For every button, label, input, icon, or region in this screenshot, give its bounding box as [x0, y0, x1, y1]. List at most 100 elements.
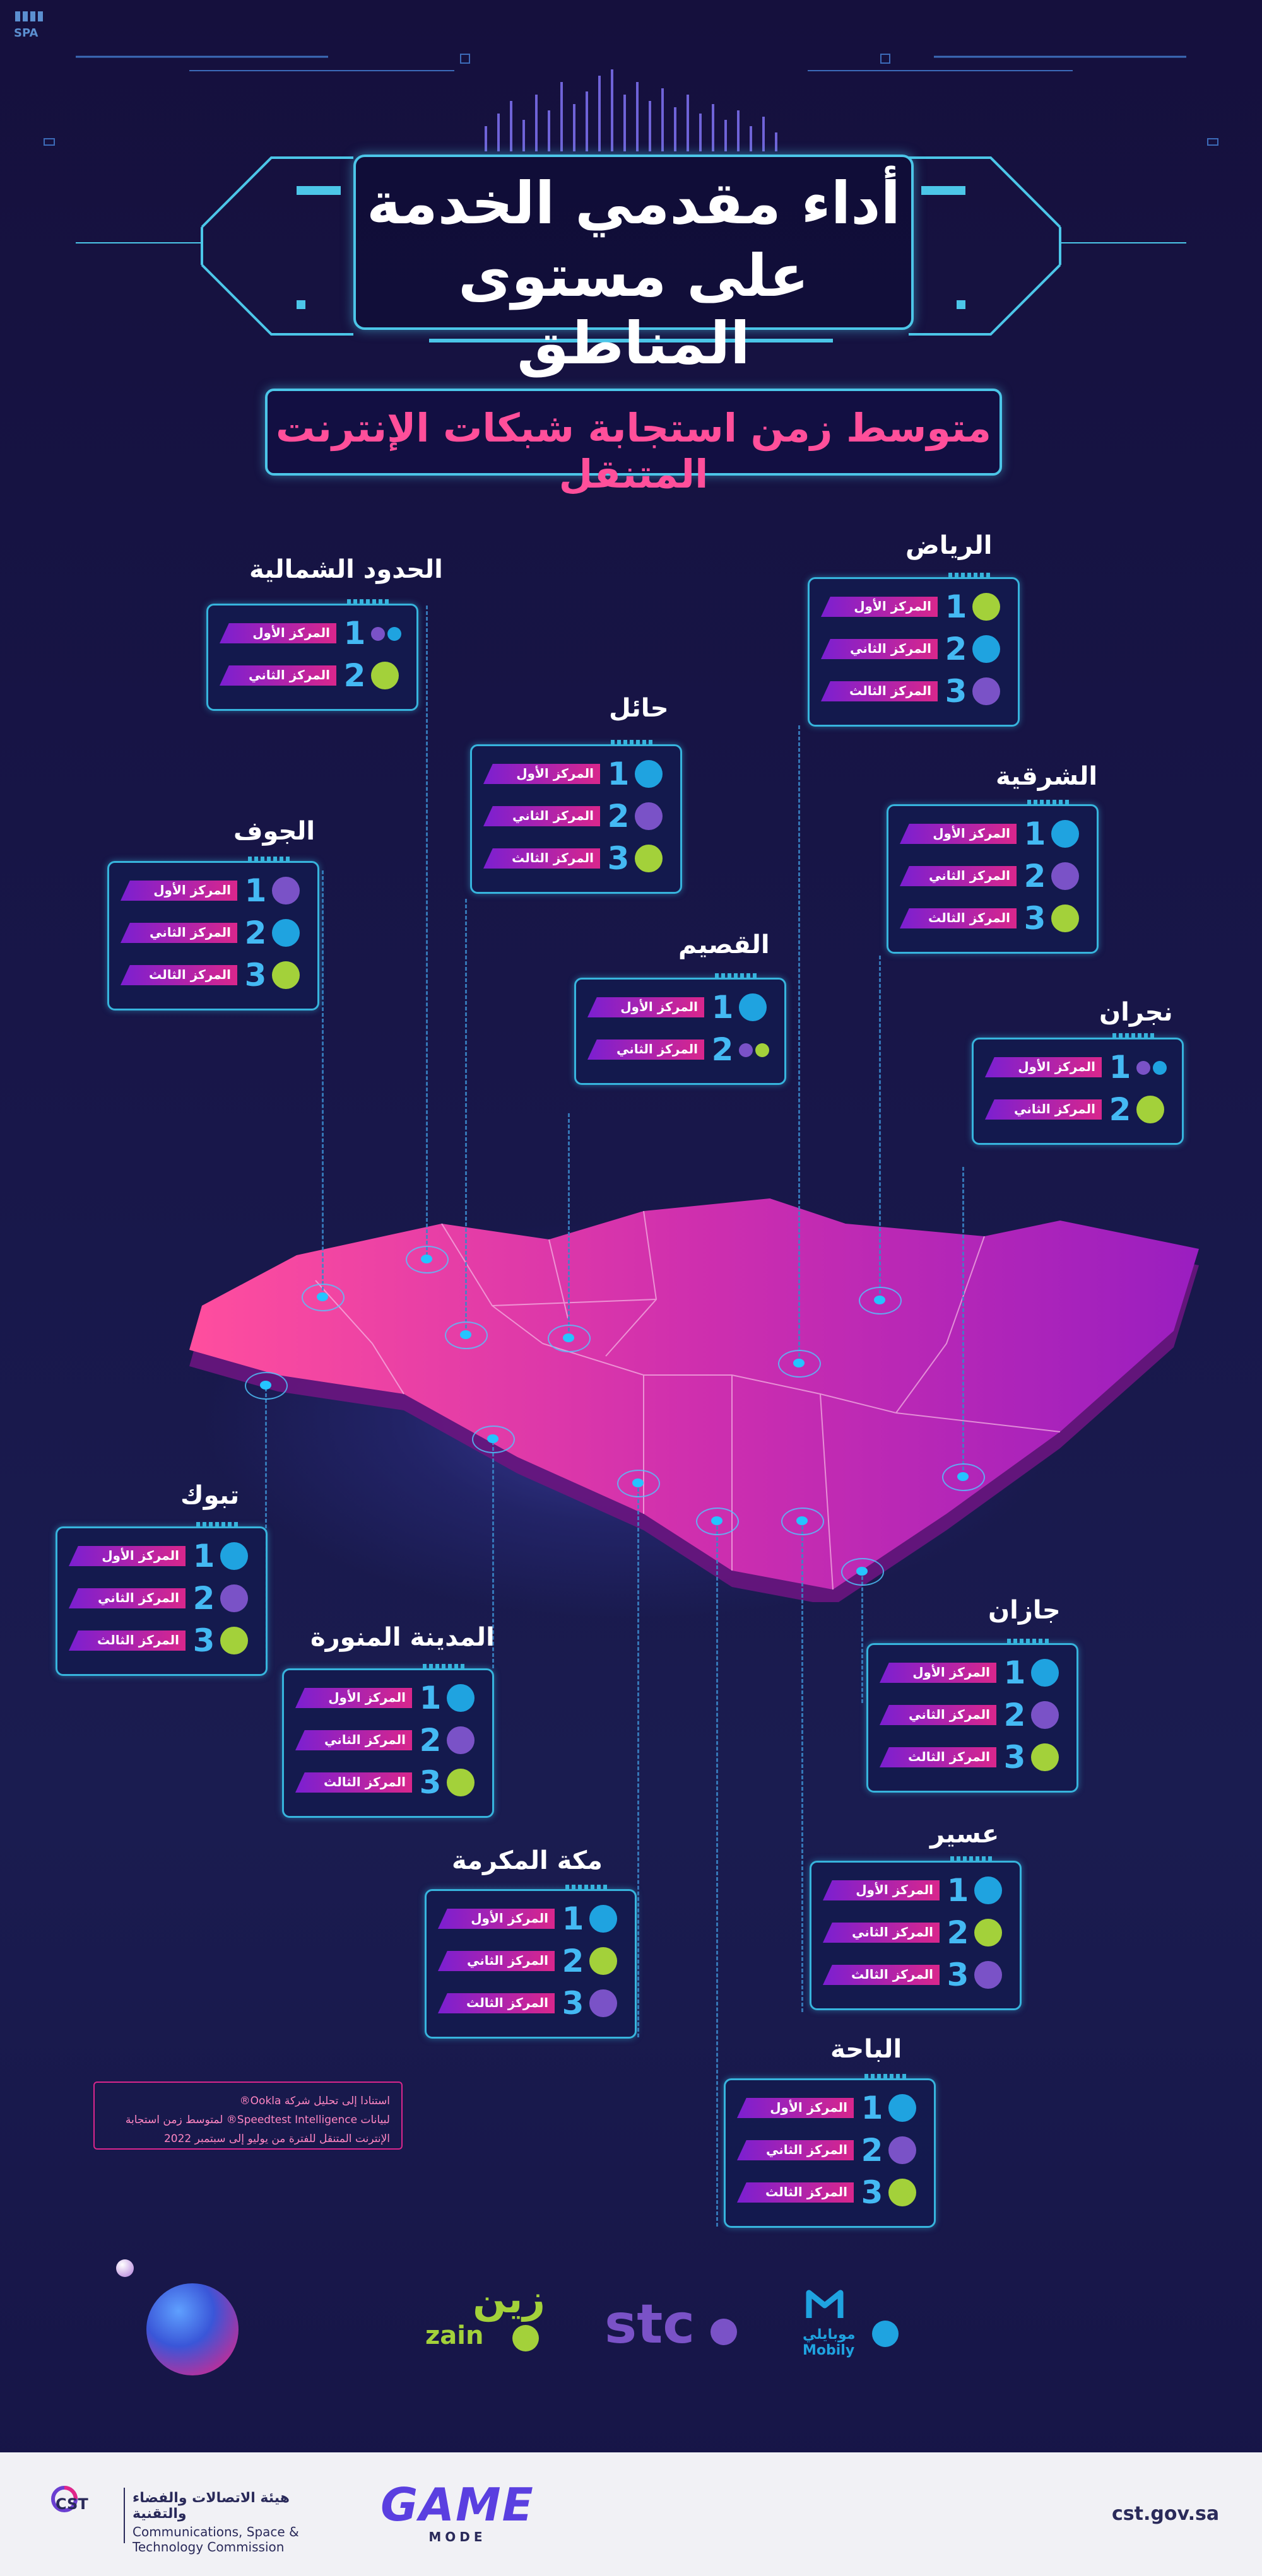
region-ranking-card: المركز الأول 1 المركز الثاني 2 المركز الثالث… — [282, 1664, 494, 1818]
card-notch-decoration — [423, 1664, 467, 1669]
card-notch-decoration — [196, 1522, 240, 1527]
rank-number: 2 — [562, 1943, 584, 1979]
region-ranking-card: المركز الأول 1 المركز الثاني 2 المركز الثالث… — [56, 1522, 268, 1676]
region-name: تبوك — [180, 1481, 240, 1510]
cst-logo-icon — [51, 2486, 78, 2512]
rank-tag: المركز الأول — [438, 1909, 555, 1929]
map-pin — [445, 1321, 488, 1349]
ranking-row: المركز الثاني 2 — [888, 857, 1097, 895]
operator-dot-mobily — [272, 919, 300, 947]
operator-dot-mobily — [635, 760, 663, 788]
rank-tag: المركز الأول — [295, 1688, 412, 1708]
rank-label: المركز الأول — [102, 1548, 179, 1563]
ranking-row: المركز الثاني 2 — [284, 1721, 492, 1759]
rank-tag: المركز الثاني — [737, 2140, 854, 2160]
spa-logo: SPA — [14, 9, 52, 40]
rank-label: المركز الثاني — [97, 1590, 179, 1605]
rank-number: 1 — [861, 2090, 883, 2126]
title-box: أداء مقدمي الخدمة على مستوى المناطق — [353, 155, 914, 377]
map-pin — [778, 1350, 821, 1378]
region-name: الشرقية — [996, 762, 1098, 791]
rank-label: المركز الثالث — [928, 910, 1010, 925]
rank-tag: المركز الثالث — [821, 681, 938, 701]
rank-number: 1 — [419, 1680, 442, 1716]
region-ranking-card: المركز الأول 1 المركز الثاني 2 — [574, 973, 786, 1085]
rank-label: المركز الثاني — [851, 1924, 933, 1940]
ranking-row: المركز الأول 1 — [974, 1048, 1182, 1086]
card-notch-decoration — [1112, 1033, 1157, 1038]
rank-label: المركز الأول — [620, 999, 698, 1014]
card-notch-decoration — [715, 973, 759, 978]
connector-baha — [716, 1520, 718, 2227]
rank-label: المركز الثالث — [908, 1749, 990, 1764]
ranking-row: المركز الأول 1 — [811, 1871, 1020, 1909]
rank-number: 1 — [946, 1872, 969, 1909]
ranking-row: المركز الثالث 3 — [868, 1738, 1076, 1776]
rank-number: 2 — [1003, 1697, 1026, 1733]
rank-label: المركز الأول — [933, 826, 1010, 841]
rank-label: المركز الثالث — [851, 1967, 933, 1982]
operator-dot-stc — [272, 877, 300, 905]
operator-dot-mobily — [220, 1542, 248, 1570]
operator-dot-zain — [589, 1947, 617, 1975]
rank-number: 3 — [419, 1764, 442, 1801]
rank-label: المركز الثالث — [512, 850, 594, 865]
ranking-row: المركز الثاني 2 — [57, 1579, 266, 1617]
rank-tag: المركز الثاني — [900, 866, 1017, 886]
region-name: حائل — [609, 694, 669, 723]
rank-tag: المركز الثالث — [483, 848, 600, 869]
rank-tag: المركز الثالث — [900, 908, 1017, 928]
card-notch-decoration — [611, 740, 655, 745]
rank-tag: المركز الثاني — [220, 665, 336, 686]
rank-number: 2 — [244, 915, 267, 951]
rank-number: 3 — [244, 957, 267, 993]
rank-number: 1 — [711, 989, 734, 1026]
operator-dot-zain — [972, 593, 1000, 621]
card-notch-decoration — [347, 599, 391, 604]
card-notch-decoration — [948, 573, 993, 578]
rank-tag: المركز الأول — [121, 881, 237, 901]
connector-northern-borders — [426, 606, 428, 1262]
ranking-row: المركز الأول 1 — [472, 755, 680, 793]
rank-number: 3 — [562, 1985, 584, 2022]
rank-label: المركز الثاني — [512, 808, 594, 823]
rank-number: 2 — [1023, 858, 1046, 894]
rank-tag: المركز الثالث — [438, 1993, 555, 2013]
ranking-row: المركز الثاني 2 — [472, 797, 680, 835]
source-note: استنادا إلى تحليل شركة Ookla® لبيانات Sp… — [93, 2081, 403, 2150]
rank-number: 2 — [1109, 1091, 1131, 1128]
operator-dot-zain — [447, 1769, 475, 1796]
rank-number: 1 — [1109, 1049, 1131, 1086]
rank-label: المركز الثالث — [149, 967, 231, 982]
region-name: الجوف — [233, 817, 316, 846]
rank-tag: المركز الأول — [483, 764, 600, 784]
operator-dot-stc — [220, 1584, 248, 1612]
rank-label: المركز الأول — [252, 625, 330, 640]
ranking-row: المركز الأول 1 — [109, 872, 317, 910]
rank-tag: المركز الثالث — [295, 1772, 412, 1793]
rank-number: 1 — [1003, 1654, 1026, 1691]
connector-madinah — [492, 1441, 494, 1668]
region-name: عسير — [930, 1820, 1000, 1849]
rank-label: المركز الثاني — [765, 2142, 847, 2157]
region-ranking-card: المركز الأول 1 المركز الثاني 2 المركز الثالث… — [866, 1639, 1078, 1793]
stc-dot — [711, 2319, 737, 2345]
region-name: المدينة المنورة — [310, 1623, 495, 1652]
rank-label: المركز الثاني — [466, 1953, 548, 1968]
card-notch-decoration — [565, 1885, 610, 1890]
website-link[interactable]: cst.gov.sa — [1112, 2503, 1220, 2525]
ranking-row: المركز الثالث 3 — [284, 1764, 492, 1801]
map-pin — [781, 1508, 824, 1535]
rank-number: 1 — [945, 588, 967, 625]
rank-label: المركز الأول — [912, 1665, 990, 1680]
ranking-row: المركز الثاني 2 — [726, 2131, 934, 2169]
rank-label: المركز الثاني — [149, 925, 231, 940]
rank-number: 2 — [419, 1722, 442, 1759]
operator-dot-stc — [974, 1961, 1002, 1989]
planet-decoration — [146, 2283, 239, 2375]
operator-dot-stc — [739, 1043, 753, 1057]
map-pin — [472, 1426, 515, 1453]
map-pin — [841, 1558, 884, 1586]
operator-mobily: موبايلي Mobily — [803, 2286, 916, 2368]
rank-label: المركز الثاني — [849, 641, 931, 656]
